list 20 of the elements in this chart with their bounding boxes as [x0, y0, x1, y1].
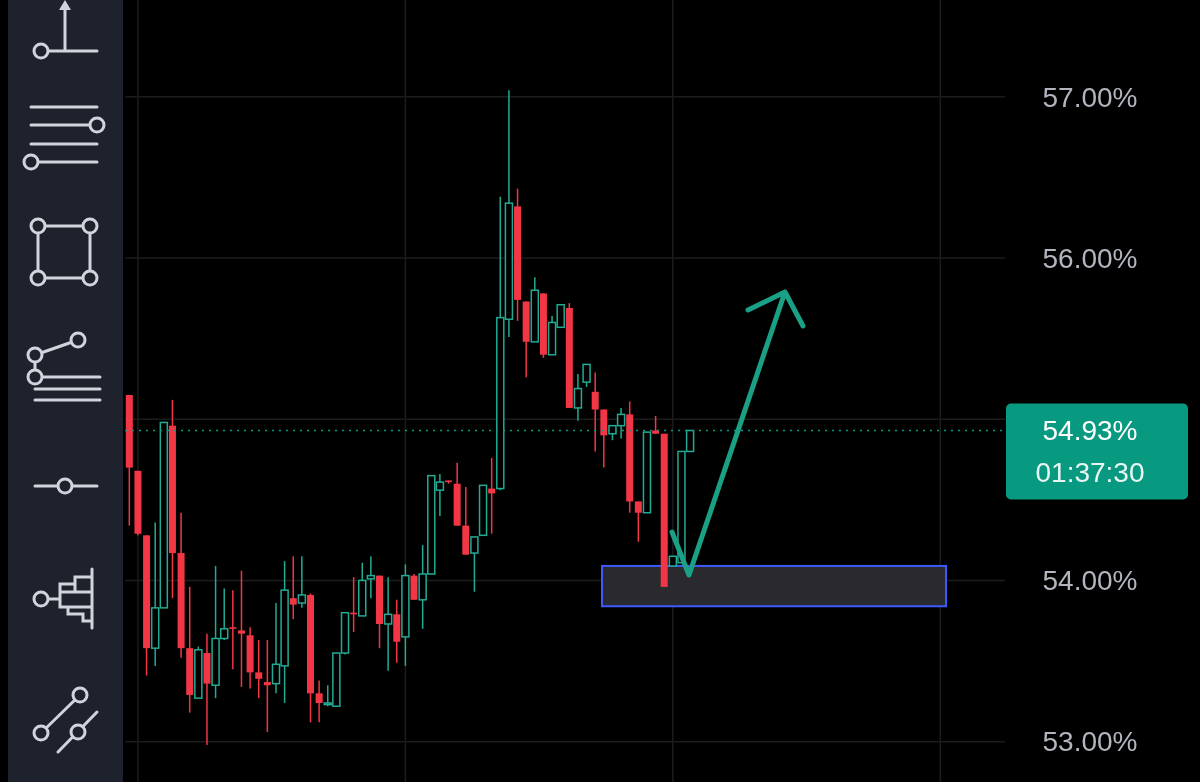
y-tick-label: 53.00% [1042, 726, 1138, 758]
candlestick [237, 570, 245, 688]
candlestick [255, 639, 263, 699]
candlestick [383, 576, 393, 672]
candlestick [229, 589, 237, 670]
y-tick-label: 54.00% [1042, 565, 1138, 597]
candlestick [366, 555, 376, 599]
candlestick [573, 373, 583, 422]
candlestick [591, 371, 599, 453]
candlestick [582, 363, 591, 388]
text: 01:37:30 [1035, 457, 1145, 489]
candlestick [297, 555, 307, 609]
candlestick [634, 500, 642, 543]
candlestick [289, 555, 297, 620]
ref-line-label: 54.93% [1042, 415, 1138, 447]
candlestick [470, 536, 479, 593]
y-tick-label: 56.00% [1042, 242, 1138, 274]
y-tick-label: 57.00% [1042, 81, 1138, 113]
candlestick [263, 639, 271, 733]
candlestick [315, 679, 323, 724]
